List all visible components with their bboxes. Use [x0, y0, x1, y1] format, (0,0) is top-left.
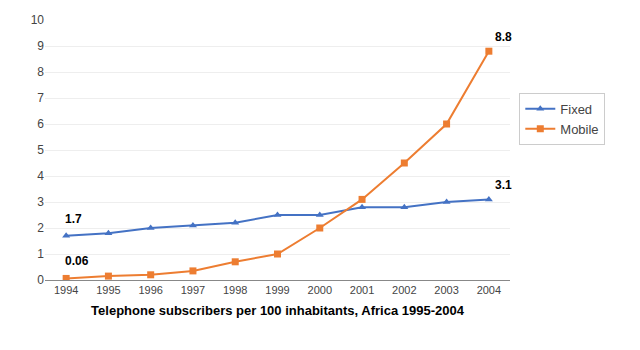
svg-text:3.1: 3.1	[495, 178, 512, 192]
svg-text:1.7: 1.7	[65, 212, 82, 226]
svg-text:0: 0	[37, 273, 44, 287]
svg-text:Telephone subscribers per 100: Telephone subscribers per 100 inhabitant…	[91, 303, 465, 318]
svg-text:2: 2	[37, 221, 44, 235]
svg-text:2003: 2003	[434, 284, 458, 296]
svg-text:2001: 2001	[350, 284, 374, 296]
svg-text:1996: 1996	[138, 284, 162, 296]
svg-text:6: 6	[37, 117, 44, 131]
svg-text:1998: 1998	[223, 284, 247, 296]
svg-text:10: 10	[31, 13, 45, 27]
svg-text:8: 8	[37, 65, 44, 79]
svg-text:2002: 2002	[392, 284, 416, 296]
svg-text:1997: 1997	[181, 284, 205, 296]
svg-text:2000: 2000	[308, 284, 332, 296]
svg-text:4: 4	[37, 169, 44, 183]
svg-text:7: 7	[37, 91, 44, 105]
svg-text:Fixed: Fixed	[560, 102, 592, 117]
svg-text:1994: 1994	[54, 284, 78, 296]
svg-text:1995: 1995	[96, 284, 120, 296]
svg-text:1: 1	[37, 247, 44, 261]
svg-text:Mobile: Mobile	[560, 122, 598, 137]
svg-text:0.06: 0.06	[65, 254, 89, 268]
svg-text:5: 5	[37, 143, 44, 157]
svg-text:1999: 1999	[265, 284, 289, 296]
svg-text:8.8: 8.8	[495, 30, 512, 44]
svg-text:2004: 2004	[477, 284, 501, 296]
svg-text:3: 3	[37, 195, 44, 209]
svg-text:9: 9	[37, 39, 44, 53]
